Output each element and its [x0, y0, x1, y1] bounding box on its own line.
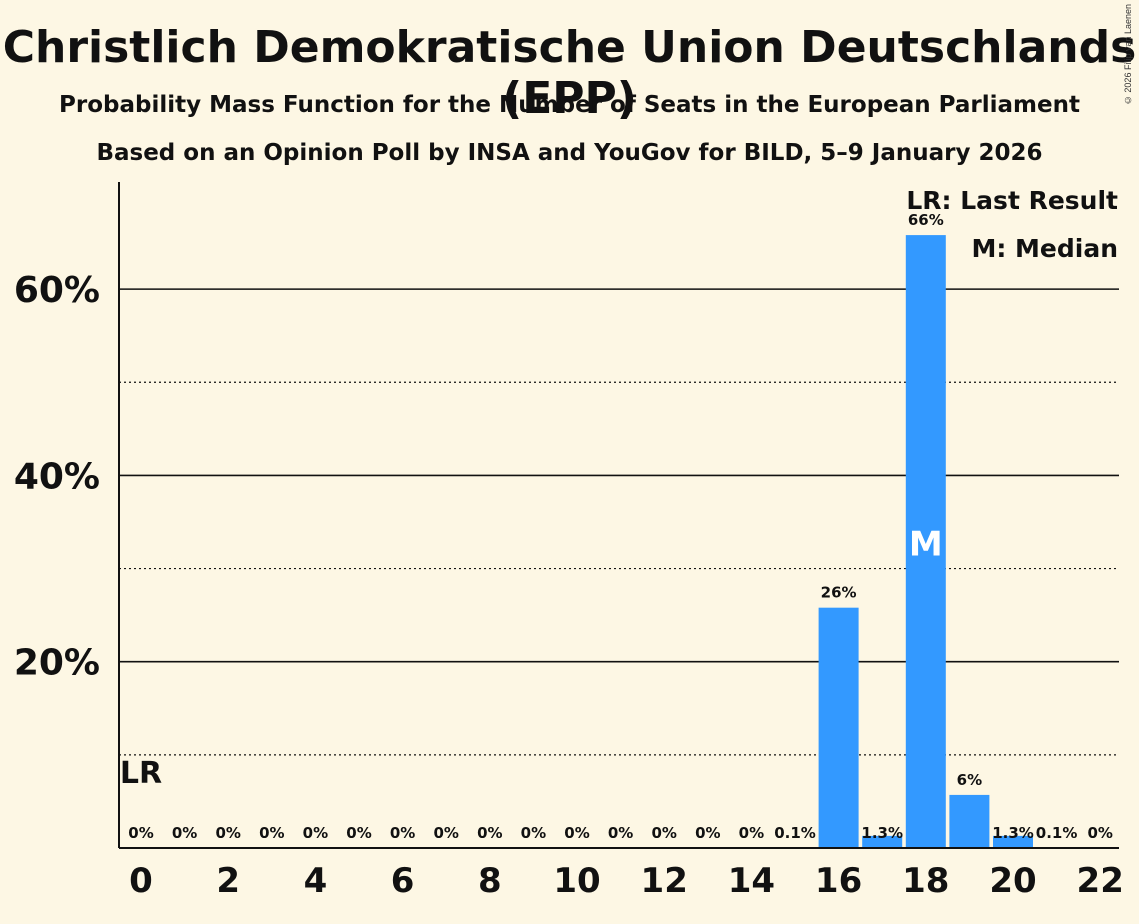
bar-value-label: 0% [346, 824, 371, 842]
bar-value-label: 0% [390, 824, 415, 842]
chart-subtitle: Probability Mass Function for the Number… [59, 92, 1080, 118]
x-tick-label: 14 [728, 861, 775, 901]
chart-source: Based on an Opinion Poll by INSA and You… [96, 140, 1043, 166]
x-tick-label: 10 [553, 861, 600, 901]
bar-seat-19 [949, 794, 990, 848]
bar-value-label: 0% [739, 824, 764, 842]
x-tick-label: 12 [641, 861, 688, 901]
bar-value-label: 0% [608, 824, 633, 842]
bar-value-label: 0% [477, 824, 502, 842]
median-marker: M [909, 525, 943, 565]
bar-value-label: 1.3% [861, 824, 903, 842]
bar-value-label: 0% [651, 824, 676, 842]
x-tick-label: 18 [902, 861, 949, 901]
x-tick-label: 2 [216, 861, 240, 901]
bar-value-label: 0% [259, 824, 284, 842]
bar-value-label: 0% [564, 824, 589, 842]
legend-median: M: Median [971, 234, 1118, 263]
bar-value-label: 1.3% [992, 824, 1034, 842]
last-result-marker: LR [120, 756, 162, 791]
bar-value-label: 66% [908, 211, 944, 229]
bar-seat-20 [993, 835, 1033, 848]
bar-value-label: 0% [172, 824, 197, 842]
bar-value-label: 0% [521, 824, 546, 842]
x-tick-label: 22 [1077, 861, 1124, 901]
bar-value-label: 0% [433, 824, 458, 842]
bar-value-label: 0% [215, 824, 240, 842]
bar-seat-16 [818, 607, 859, 848]
x-tick-label: 8 [478, 861, 502, 901]
x-tick-label: 20 [989, 861, 1036, 901]
bar-seat-18 [905, 235, 946, 849]
legend-last-result: LR: Last Result [906, 186, 1118, 215]
bar-value-label: 0% [128, 824, 153, 842]
bar-value-label: 0% [695, 824, 720, 842]
bar-value-label: 0% [303, 824, 328, 842]
bar-value-label: 6% [957, 771, 982, 789]
y-tick-label: 20% [14, 643, 100, 684]
x-tick-label: 0 [129, 861, 153, 901]
bar-value-label: 0% [1087, 824, 1112, 842]
x-tick-label: 16 [815, 861, 862, 901]
x-tick-label: 6 [391, 861, 415, 901]
y-tick-label: 40% [14, 456, 100, 497]
y-tick-label: 60% [14, 270, 100, 311]
bar-value-label: 26% [821, 584, 857, 602]
x-tick-label: 4 [304, 861, 328, 901]
bar-seat-17 [862, 835, 903, 848]
bar-value-label: 0.1% [1036, 824, 1078, 842]
chart-title: Christlich Demokratische Union Deutschla… [2, 22, 1137, 124]
bar-value-label: 0.1% [774, 824, 816, 842]
